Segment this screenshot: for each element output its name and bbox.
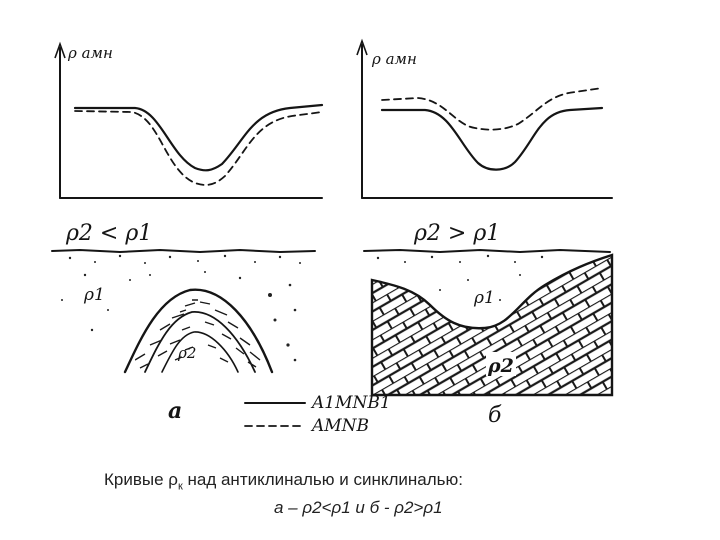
caption-line-1: Кривые ρк над антиклиналью и синклиналью… [104, 470, 720, 492]
caption-subscript: к [177, 480, 183, 493]
panel-b-upper-layer-label: ρ1 [473, 288, 495, 308]
panel-b-lower-layer [370, 253, 614, 397]
panel-a-soil-dots [61, 254, 301, 362]
panel-a-upper-layer-label: ρ1 [83, 285, 105, 305]
panel-a-axis-label: ρ амн [67, 44, 113, 62]
panel-a-lower-layer-label: ρ2 [177, 344, 196, 362]
panel-b-dashed-curve [381, 87, 603, 131]
panel-b-solid-curve [380, 106, 604, 171]
panel-b-axes [356, 38, 613, 199]
panel-b-letter: б [488, 403, 502, 428]
caption-line-2: а – ρ2<ρ1 и б - ρ2>ρ1 [274, 498, 443, 517]
panel-a-anticline: ρ2 [123, 288, 274, 374]
panel-a-axes [54, 41, 323, 199]
panel-a-dashed-curve [74, 110, 323, 186]
panel-a-condition: ρ2 < ρ1 [65, 221, 152, 246]
panel-b-ground [363, 249, 611, 253]
legend: A1MNB1 AMNB [244, 393, 391, 436]
panel-a-solid-curve [73, 103, 324, 172]
panel-a-ground [51, 249, 316, 253]
panel-b-condition: ρ2 > ρ1 [413, 221, 500, 246]
panel-b-lower-layer-label: ρ2 [487, 355, 514, 377]
caption-prefix: Кривые ρ [104, 470, 178, 489]
legend-dashed-label: AMNB [310, 416, 369, 436]
panel-b-soil-dots [376, 254, 544, 301]
caption-suffix: над антиклиналью и синклиналью: [182, 470, 463, 489]
panel-a: ρ амн ρ2 < ρ1 ρ1 [51, 41, 324, 424]
panel-b: ρ амн ρ2 > ρ1 ρ1 ρ2 б [356, 38, 614, 428]
panel-b-axis-label: ρ амн [371, 50, 417, 68]
legend-solid-label: A1MNB1 [310, 393, 391, 413]
panel-a-letter: а [168, 398, 182, 424]
